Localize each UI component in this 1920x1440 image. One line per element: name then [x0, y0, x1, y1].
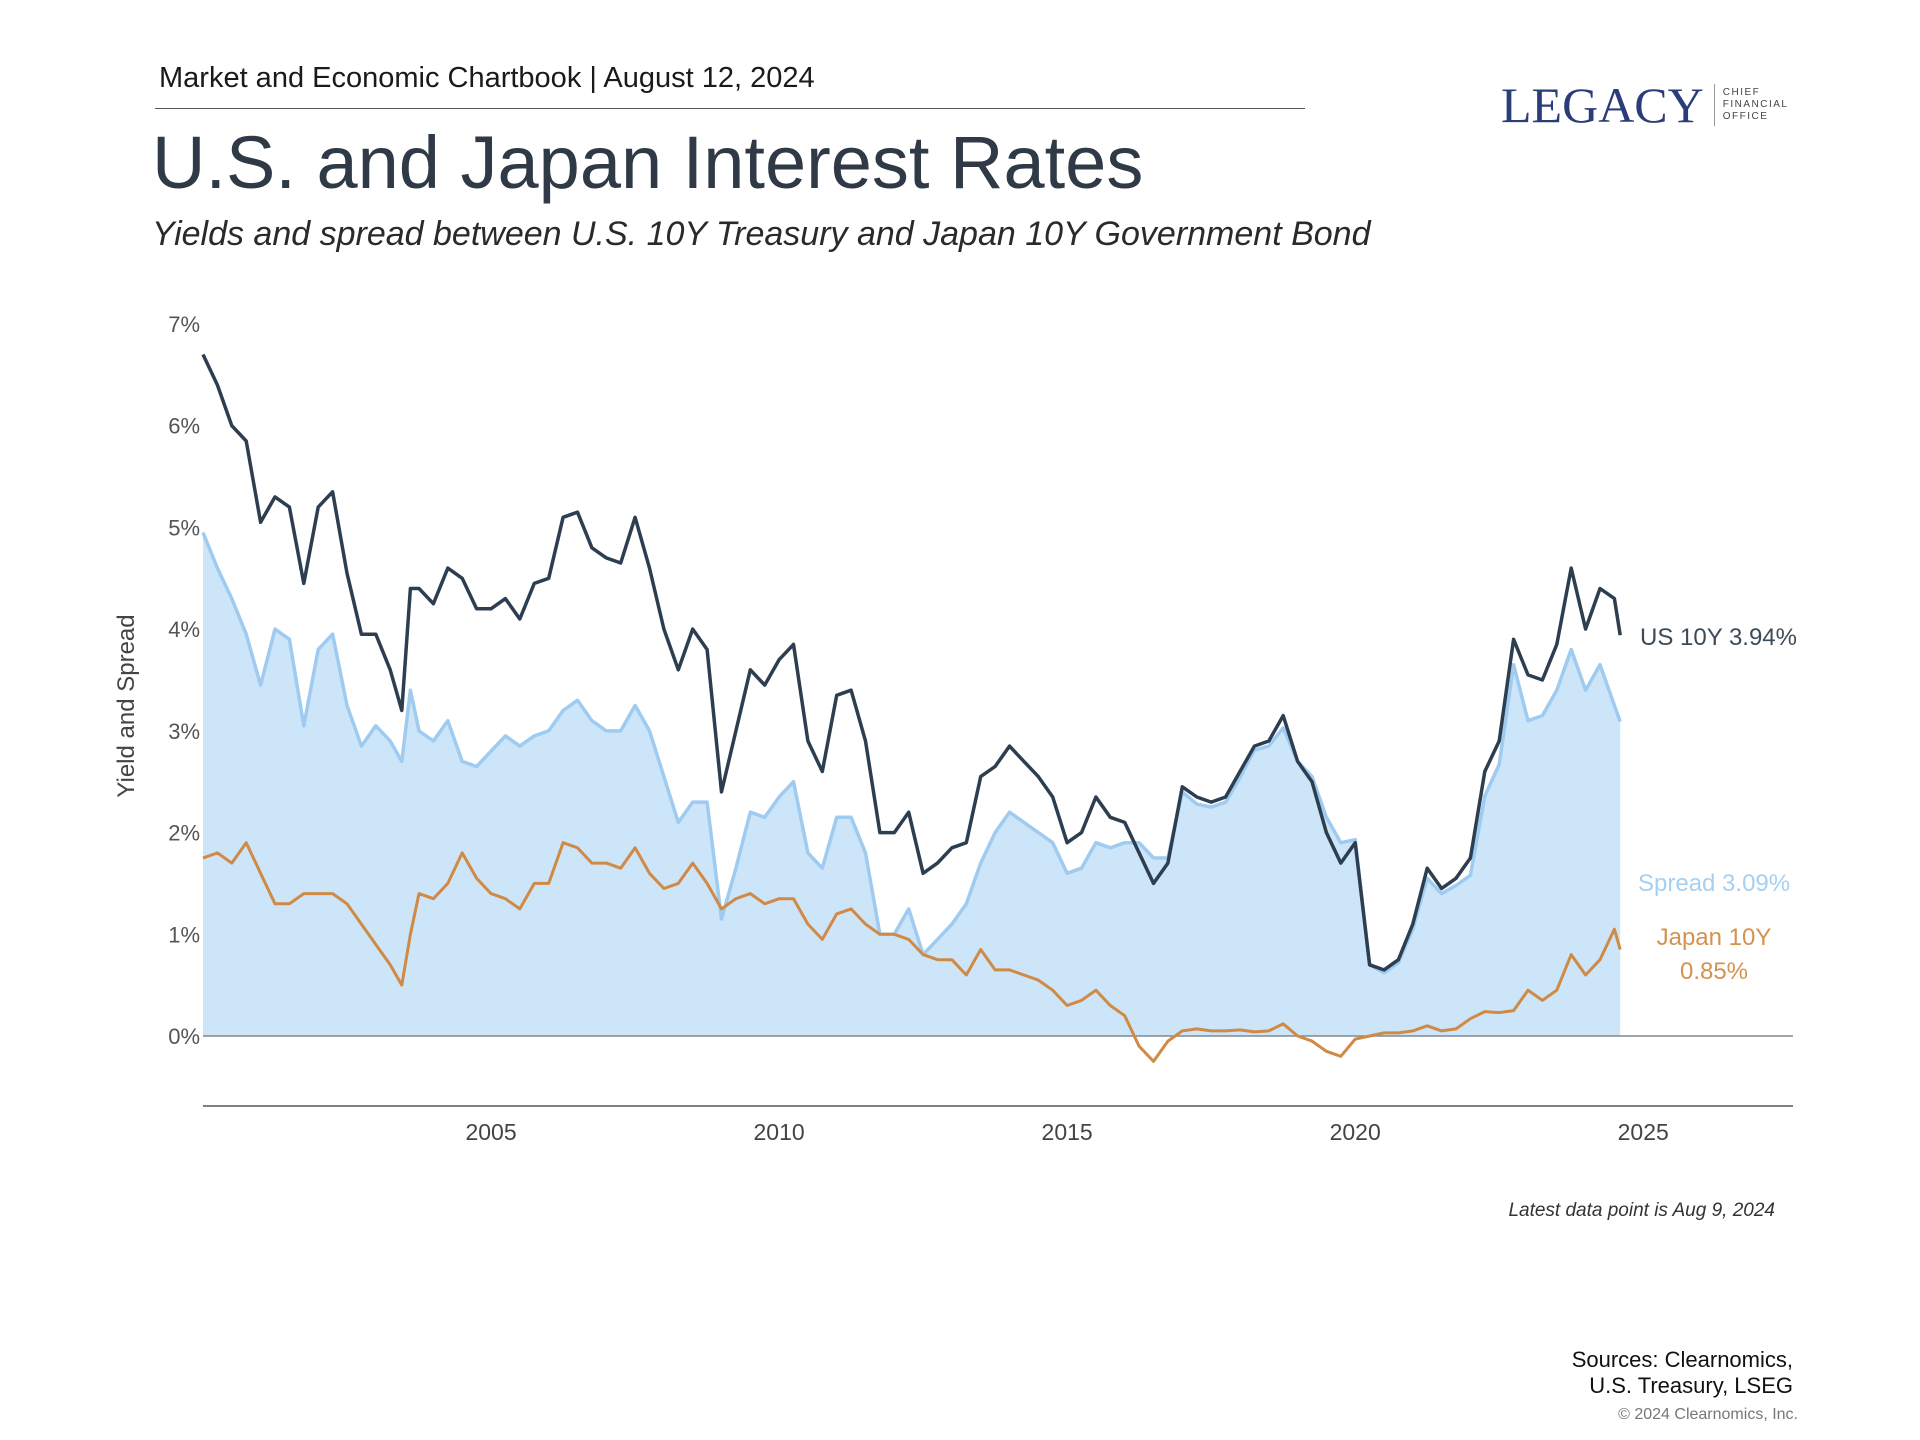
y-tick-label: 5% [168, 515, 200, 540]
sources-line-2: U.S. Treasury, LSEG [1589, 1373, 1793, 1398]
logo-wordmark: LEGACY [1501, 77, 1704, 133]
x-tick-label: 2005 [465, 1119, 516, 1145]
y-tick-label: 7% [168, 312, 200, 337]
page-title: U.S. and Japan Interest Rates [152, 121, 1144, 204]
y-tick-label: 4% [168, 617, 200, 642]
y-tick-label: 0% [168, 1024, 200, 1049]
logo-divider [1713, 84, 1715, 126]
us-10y-line [201, 353, 1622, 972]
chartbook-header: Market and Economic Chartbook | August 1… [159, 62, 815, 94]
y-tick-label: 2% [168, 821, 200, 846]
logo-subtext: CHIEF FINANCIAL OFFICE [1723, 87, 1789, 123]
japan-10y-line [202, 841, 1622, 1063]
legacy-logo: LEGACY CHIEF FINANCIAL OFFICE [1501, 77, 1789, 133]
latest-data-note: Latest data point is Aug 9, 2024 [1508, 1200, 1775, 1221]
page-subtitle: Yields and spread between U.S. 10Y Treas… [152, 215, 1371, 253]
x-tick-label: 2020 [1330, 1119, 1381, 1145]
header-divider [155, 108, 1305, 109]
x-tick-label: 2025 [1618, 1119, 1669, 1145]
japan-10y-label: Japan 10Y [1657, 924, 1772, 951]
sources-line-1: Sources: Clearnomics, [1571, 1347, 1793, 1372]
logo-sub-line: FINANCIAL [1722, 99, 1789, 110]
x-tick-label: 2015 [1042, 1119, 1093, 1145]
y-axis-title: Yield and Spread [113, 614, 140, 797]
spread-line [201, 531, 1622, 975]
us-10y-label: US 10Y 3.94% [1640, 624, 1797, 651]
x-tick-label: 2010 [754, 1119, 805, 1145]
japan-10y-value: 0.85% [1680, 958, 1748, 985]
y-tick-label: 3% [168, 719, 200, 744]
y-tick-label: 6% [168, 414, 200, 439]
y-tick-label: 1% [168, 922, 200, 947]
spread-area [203, 532, 1621, 1036]
logo-sub-line: CHIEF [1722, 87, 1761, 98]
spread-label: Spread 3.09% [1638, 870, 1790, 897]
logo-sub-line: OFFICE [1722, 111, 1769, 122]
copyright: © 2024 Clearnomics, Inc. [1618, 1406, 1798, 1423]
